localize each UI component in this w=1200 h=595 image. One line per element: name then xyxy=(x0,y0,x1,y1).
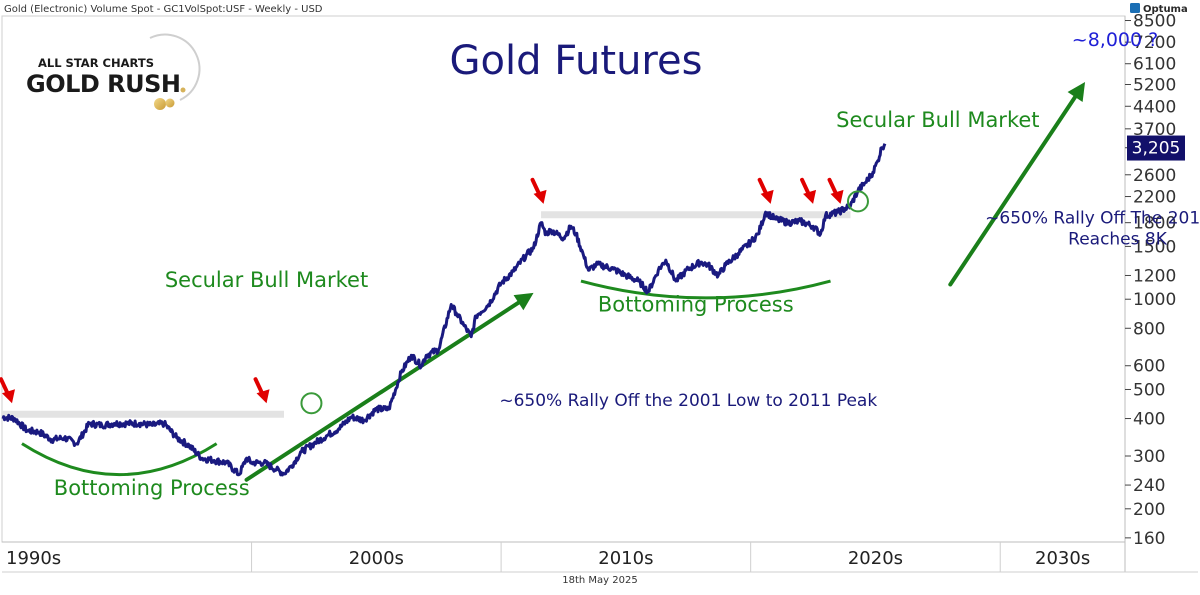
red-arrow-shaft xyxy=(253,377,265,397)
optuma-vendor-label: Optuma xyxy=(1143,4,1188,15)
last-value-box xyxy=(1127,135,1185,161)
y-tick-label: 300 xyxy=(1133,447,1165,467)
red-down-arrow-icon xyxy=(1,389,15,404)
footer-date: 18th May 2025 xyxy=(562,575,637,586)
gold-sparkle-icon xyxy=(180,87,186,93)
y-tick-label: 5200 xyxy=(1133,76,1176,96)
rally-arrow-shaft xyxy=(948,95,1078,287)
instrument-header: Gold (Electronic) Volume Spot - GC1VolSp… xyxy=(4,4,323,15)
y-tick-label: 3700 xyxy=(1133,120,1176,140)
y-tick-label: 1000 xyxy=(1133,290,1176,310)
y-tick-label: 200 xyxy=(1133,500,1165,520)
red-down-arrow-icon xyxy=(830,189,844,204)
y-tick-label: 1200 xyxy=(1133,266,1176,286)
logo-swoosh-icon xyxy=(149,33,201,101)
optuma-brand: Optuma xyxy=(1130,3,1188,15)
chart-title: Gold Futures xyxy=(450,38,703,84)
y-tick-label: 4400 xyxy=(1133,97,1176,117)
red-arrow-shaft xyxy=(757,177,769,197)
y-axis: 160 200 240 300 400 500 600 800 1000 1200 1500 1800… xyxy=(1125,12,1176,549)
y-tick-label: 6100 xyxy=(1133,55,1176,75)
red-down-arrow-icon xyxy=(760,189,774,204)
breakout-circle xyxy=(846,190,869,213)
y-tick-label: 400 xyxy=(1133,410,1165,430)
last-value-label: 3,205 xyxy=(1132,139,1181,159)
logo-line2: GOLD RUSH xyxy=(26,70,181,98)
red-arrow-shaft xyxy=(827,177,839,197)
y-tick-label: 500 xyxy=(1133,380,1165,400)
optuma-icon xyxy=(1130,3,1140,13)
annotation-label: Secular Bull Market xyxy=(165,268,368,292)
annotation-label: Secular Bull Market xyxy=(836,108,1039,132)
bottoming-arcs xyxy=(21,279,831,477)
chart-markers xyxy=(0,177,869,415)
y-tick-label: 7200 xyxy=(1133,33,1176,53)
x-era-label: 2010s xyxy=(598,548,653,569)
red-down-arrow-icon xyxy=(533,189,547,204)
annotation-label: ~650% Rally Off the 2001 Low to 2011 Pea… xyxy=(499,391,877,411)
resistance-band xyxy=(541,211,851,219)
gold-rush-logo: ALL STAR CHARTS GOLD RUSH xyxy=(26,33,201,110)
logo-line1: ALL STAR CHARTS xyxy=(38,56,154,70)
y-tick-label: 1500 xyxy=(1133,237,1176,257)
chart-annotations: Secular Bull Market Bottoming Process Bott… xyxy=(54,29,1200,500)
x-era-label: 2020s xyxy=(848,548,903,569)
y-tick-label: 800 xyxy=(1133,319,1165,339)
x-era-label: 2000s xyxy=(349,548,404,569)
rally-arrows xyxy=(244,82,1086,482)
red-arrow-shaft xyxy=(800,177,812,197)
gold-nugget-icon xyxy=(154,98,166,110)
y-tick-label: 240 xyxy=(1133,476,1165,496)
rally-arrow-head-icon xyxy=(513,292,534,311)
y-tick-label: 600 xyxy=(1133,357,1165,377)
annotation-label: Bottoming Process xyxy=(598,292,794,316)
x-era-label: 2030s xyxy=(1035,548,1090,569)
red-arrow-shaft xyxy=(0,377,10,397)
resistance-band xyxy=(2,410,284,418)
red-down-arrow-icon xyxy=(803,189,817,204)
red-arrow-shaft xyxy=(530,177,542,197)
x-era-label: 1990s xyxy=(6,548,61,569)
bottoming-arc xyxy=(580,279,831,300)
y-tick-label: 2600 xyxy=(1133,166,1176,186)
annotation-label: ~650% Rally Off The 2015 Low xyxy=(985,208,1200,228)
x-axis: 1990s 2000s 2010s 2020s 2030s xyxy=(6,542,1090,572)
last-value-badge: 3,205 xyxy=(1127,135,1185,161)
gold-nugget-icon xyxy=(165,98,175,108)
price-series xyxy=(1,143,887,477)
price-line xyxy=(1,143,887,477)
y-tick-label: 8500 xyxy=(1133,12,1176,32)
annotation-label: Reaches 8K xyxy=(1068,230,1168,250)
breakout-circle xyxy=(300,392,323,415)
resistance-levels xyxy=(2,211,851,418)
red-down-arrow-icon xyxy=(256,389,270,404)
y-tick-label: 2200 xyxy=(1133,188,1176,208)
annotation-label: ~8,000 ? xyxy=(1072,29,1158,51)
y-tick-label: 160 xyxy=(1133,529,1165,549)
rally-arrow-shaft xyxy=(244,300,521,482)
y-tick-label: 1800 xyxy=(1133,214,1176,234)
rally-arrow-head-icon xyxy=(1067,82,1086,103)
annotation-label: Bottoming Process xyxy=(54,476,250,500)
bottoming-arc xyxy=(21,442,218,477)
